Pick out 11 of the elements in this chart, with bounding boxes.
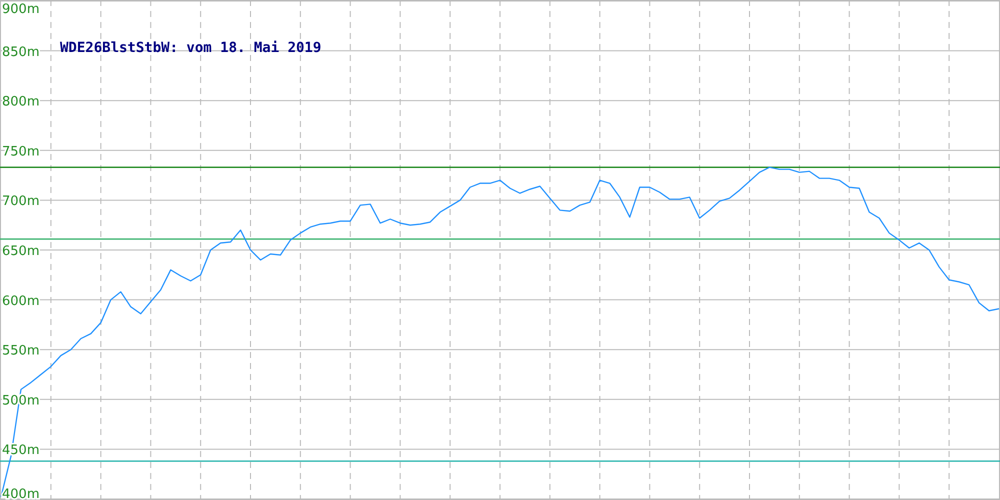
text: WDE26BlstStbW: vom 18. Mai 2019: [60, 40, 322, 56]
y-tick-label: 600m: [2, 294, 40, 309]
y-tick-label: 750m: [2, 144, 40, 160]
y-tick-label: 400m: [2, 487, 40, 500]
line-series: [0, 166, 1000, 498]
y-tick-label: 900m: [2, 2, 40, 17]
y-tick-label: 550m: [2, 344, 40, 359]
y-tick-label: 800m: [2, 94, 40, 110]
y-tick-label: 650m: [2, 244, 40, 259]
y-tick-label: 850m: [2, 44, 40, 60]
y-tick-label: 700m: [2, 194, 40, 210]
